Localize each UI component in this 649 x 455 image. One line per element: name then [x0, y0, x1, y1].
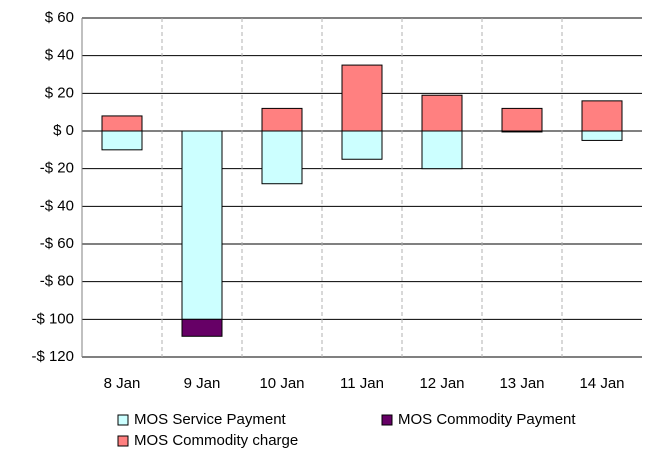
x-tick-label: 9 Jan: [184, 375, 221, 392]
x-tick-label: 10 Jan: [259, 375, 304, 392]
y-tick-label: -$ 40: [40, 197, 74, 214]
bar-segment: [181, 130, 223, 320]
bar-segment: [421, 130, 463, 170]
x-tick-label: 8 Jan: [104, 375, 141, 392]
legend-swatch: [381, 414, 393, 426]
bar-segment: [181, 318, 223, 337]
y-tick-label: -$ 20: [40, 160, 74, 177]
bar-segment: [501, 107, 543, 132]
bar-segment: [261, 107, 303, 132]
bar-segment: [261, 130, 303, 185]
bar-segment: [581, 100, 623, 132]
x-tick-label: 14 Jan: [579, 375, 624, 392]
x-tick-label: 11 Jan: [340, 375, 384, 392]
legend-label: MOS Commodity charge: [134, 432, 298, 449]
bar-segment: [101, 130, 143, 151]
y-tick-label: $ 60: [45, 9, 74, 26]
bar-segment: [421, 94, 463, 132]
legend-swatch: [117, 435, 129, 447]
y-tick-label: $ 40: [45, 47, 74, 64]
x-tick-label: 13 Jan: [499, 375, 544, 392]
y-tick-label: $ 0: [53, 122, 74, 139]
legend-label: MOS Service Payment: [134, 411, 287, 428]
y-tick-label: -$ 60: [40, 235, 74, 252]
legend-label: MOS Commodity Payment: [398, 411, 576, 428]
x-tick-label: 12 Jan: [419, 375, 464, 392]
bar-segment: [101, 115, 143, 132]
y-tick-label: -$ 120: [31, 348, 74, 365]
legend-swatch: [117, 414, 129, 426]
y-tick-label: -$ 100: [31, 310, 74, 327]
y-tick-label: -$ 80: [40, 273, 74, 290]
bar-segment: [341, 64, 383, 132]
y-tick-label: $ 20: [45, 84, 74, 101]
bar-segment: [581, 130, 623, 141]
bar-segment: [341, 130, 383, 160]
